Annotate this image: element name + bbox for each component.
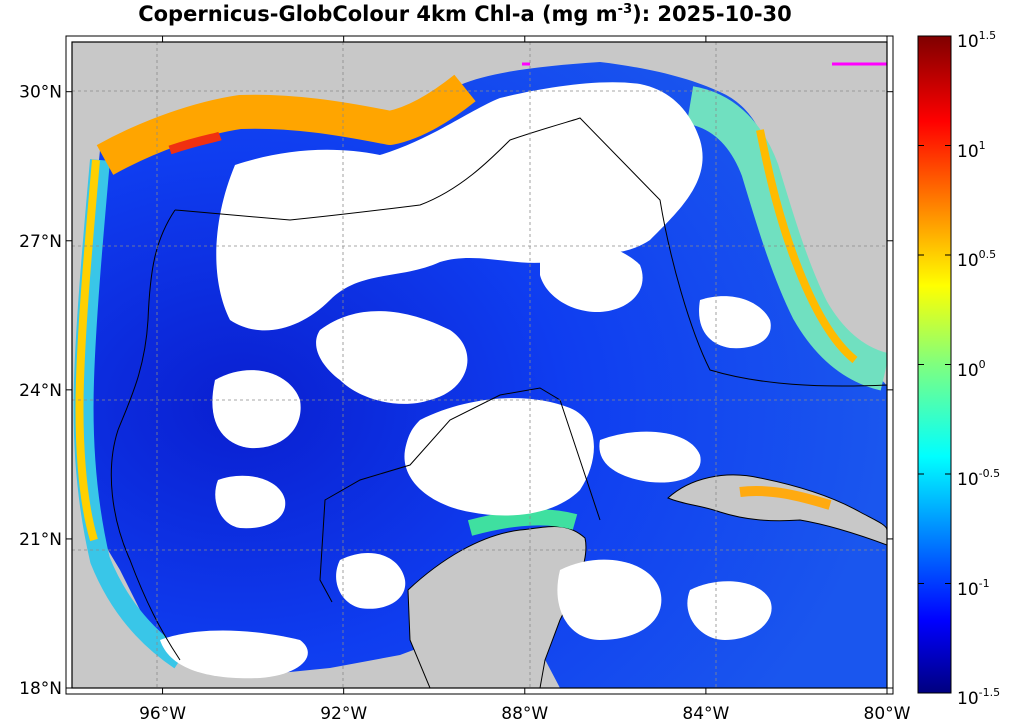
x-tick-label: 92°W [320, 704, 367, 724]
map-title: Copernicus-GlobColour 4km Chl-a (mg m-3)… [0, 2, 930, 26]
colorbar-tick-exponent: -0.5 [978, 467, 1001, 480]
colorbar-tick-base: 10 [957, 470, 979, 490]
map-frame [71, 41, 888, 689]
y-tick-label: 21°N [19, 530, 62, 550]
colorbar-tick-label: 100.5 [957, 249, 996, 270]
colorbar-tick-exponent: -1 [978, 576, 990, 590]
colorbar-tick-label: 10-1 [957, 578, 990, 599]
colorbar-tick-base: 10 [957, 689, 979, 709]
coastal-bloom-yucatan [467, 509, 578, 536]
x-tick-label: 80°W [864, 704, 911, 724]
colorbar-tick-base: 10 [957, 251, 979, 271]
colorbar-tick-exponent: 1 [978, 138, 986, 152]
colorbar-tick-base: 10 [957, 141, 979, 162]
eez-boundary-line-2 [110, 209, 181, 661]
y-axis-labels: 30°N 27°N 24°N 21°N 18°N [19, 83, 62, 699]
y-tick-label: 18°N [19, 679, 62, 699]
y-tick-label: 27°N [19, 232, 62, 252]
colorbar-tick-exponent: 1.5 [978, 29, 997, 42]
eez-boundary-line [174, 117, 887, 387]
coastal-bloom-north [96, 74, 476, 175]
colorbar-tick-label: 101.5 [957, 30, 996, 51]
colorbar-tick-base: 10 [957, 579, 979, 600]
colorbar-tickmarks [918, 35, 951, 694]
colorbar-tick-label: 101 [957, 140, 986, 161]
y-tick-label: 24°N [19, 381, 62, 401]
y-tick-label: 30°N [19, 83, 62, 103]
no-data-mask [160, 82, 772, 679]
colorbar-tick-label: 10-1.5 [957, 687, 1000, 708]
colorbar-tick-base: 10 [957, 32, 979, 52]
title-main: Copernicus-GlobColour 4km Chl-a (mg m [138, 2, 618, 26]
colorbar-tick-label: 100 [957, 359, 986, 380]
coastal-bloom-north-core [168, 131, 222, 155]
colorbar-tick-base: 10 [957, 360, 979, 381]
coastal-bloom-west-inner [75, 159, 100, 542]
colorbar-tick-exponent: 0 [978, 357, 986, 371]
x-tick-label: 88°W [501, 704, 548, 724]
title-suffix: ): 2025-10-30 [632, 2, 792, 26]
map-outer-frame [65, 35, 894, 695]
coastal-bloom-florida-edge [756, 129, 858, 364]
x-tick-label: 84°W [682, 704, 729, 724]
x-tick-label: 96°W [139, 704, 186, 724]
coastal-bloom-cuba [739, 485, 832, 510]
title-exponent: -3 [617, 2, 633, 17]
colorbar-tick-label: 10-0.5 [957, 468, 1000, 489]
axis-tickmarks [66, 36, 893, 694]
x-axis-labels: 96°W 92°W 88°W 84°W 80°W [139, 704, 911, 724]
map-grid [72, 42, 887, 688]
colorbar-tick-exponent: -1.5 [978, 686, 1001, 699]
eez-boundary-line-3 [319, 387, 601, 603]
colorbar-tick-exponent: 0.5 [978, 248, 997, 261]
